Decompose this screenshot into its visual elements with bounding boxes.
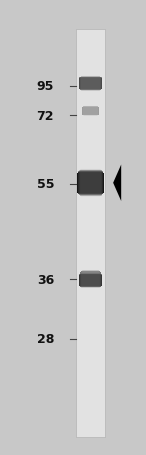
Bar	[79, 79, 102, 90]
Bar	[80, 78, 101, 91]
Bar	[79, 275, 102, 286]
Bar	[81, 272, 100, 281]
Bar	[82, 107, 99, 116]
Bar	[80, 272, 101, 281]
Bar	[82, 270, 99, 283]
Bar	[79, 78, 102, 90]
Bar	[82, 273, 99, 289]
Bar	[79, 171, 102, 196]
Bar	[83, 270, 98, 283]
Bar	[82, 108, 99, 115]
Bar	[81, 77, 100, 91]
Bar	[81, 169, 100, 198]
Bar	[82, 271, 99, 283]
Bar	[83, 107, 98, 116]
Bar	[81, 77, 100, 91]
Text: 36: 36	[37, 273, 54, 286]
Bar	[80, 170, 101, 197]
Bar	[82, 273, 99, 288]
Bar	[82, 76, 99, 92]
Bar	[79, 172, 102, 195]
Bar	[84, 106, 97, 117]
Bar	[77, 173, 104, 193]
Bar	[82, 271, 99, 282]
Bar	[80, 78, 101, 91]
Bar	[82, 76, 99, 92]
Bar	[84, 106, 97, 116]
Bar	[82, 273, 99, 288]
Bar	[82, 76, 99, 92]
Bar	[81, 271, 100, 282]
Bar	[83, 270, 98, 283]
Bar	[80, 274, 101, 287]
Bar	[84, 106, 97, 116]
Bar	[79, 275, 102, 287]
Bar	[82, 108, 99, 115]
Bar	[78, 173, 103, 194]
Bar	[80, 274, 101, 287]
Bar	[78, 172, 103, 195]
Bar	[81, 168, 100, 198]
Polygon shape	[113, 165, 121, 202]
Text: 28: 28	[37, 333, 54, 345]
Bar	[83, 106, 98, 116]
Bar	[80, 274, 101, 288]
Bar	[76, 30, 105, 437]
Bar	[83, 270, 98, 283]
Bar	[79, 78, 102, 90]
Bar	[83, 107, 98, 116]
Bar	[81, 272, 100, 282]
Bar	[78, 172, 103, 194]
Bar	[81, 274, 100, 288]
Bar	[84, 106, 97, 117]
Text: 95: 95	[37, 80, 54, 93]
Bar	[80, 170, 101, 197]
Bar	[83, 107, 98, 116]
Bar	[81, 77, 100, 91]
Text: 55: 55	[36, 178, 54, 191]
Bar	[81, 272, 100, 282]
Bar	[81, 273, 100, 288]
Bar	[81, 169, 100, 197]
Bar	[82, 107, 99, 116]
Bar	[80, 171, 101, 196]
Bar	[81, 273, 100, 288]
Bar	[82, 271, 99, 283]
Text: 72: 72	[36, 110, 54, 122]
Bar	[80, 77, 101, 91]
Bar	[79, 275, 102, 287]
